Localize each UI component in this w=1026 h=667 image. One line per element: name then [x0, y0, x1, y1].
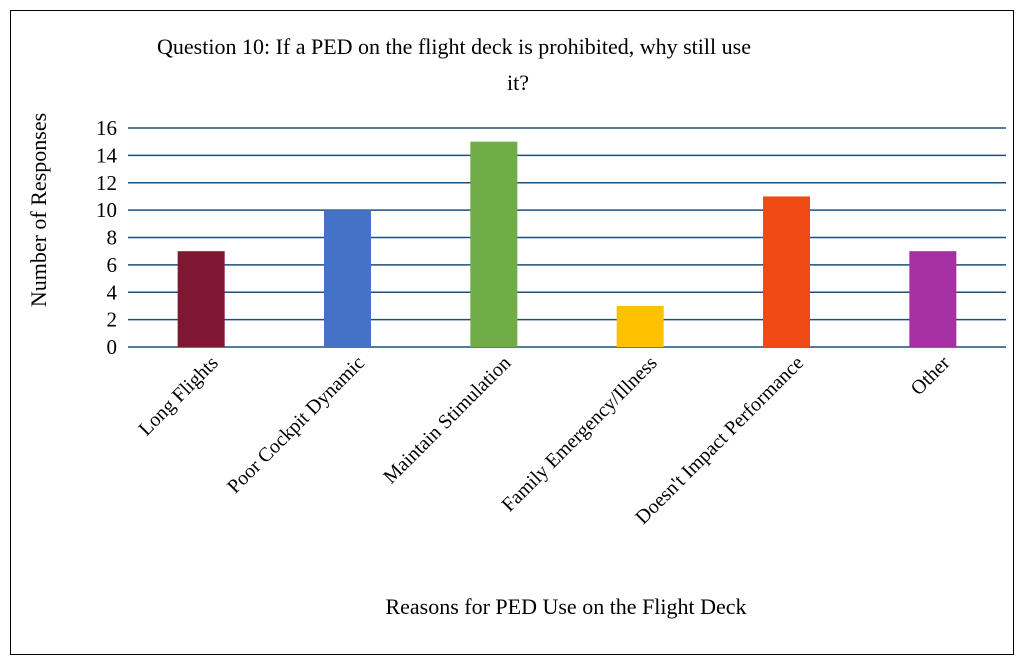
y-tick-label: 6 — [107, 253, 118, 277]
y-tick-label: 4 — [107, 280, 118, 304]
y-tick-label: 12 — [96, 171, 117, 195]
x-tick-label: Maintain Stimulation — [379, 352, 515, 488]
y-tick-labels: 0 2 4 6 8 10 12 14 16 — [96, 116, 118, 359]
x-tick-label: Poor Cockpit Dynamic — [223, 352, 369, 498]
bar-other — [909, 251, 957, 347]
gridlines — [128, 127, 1006, 348]
chart-title-line-2: it? — [507, 70, 529, 95]
x-tick-label: Family Emergency/Illness — [498, 352, 662, 516]
bar-poor-cockpit-dynamic — [324, 210, 371, 347]
x-tick-label: Long Flights — [134, 352, 222, 440]
x-tick-label: Other — [907, 352, 955, 400]
y-tick-label: 2 — [107, 308, 118, 332]
y-tick-label: 10 — [96, 198, 117, 222]
x-tick-labels: Long Flights Poor Cockpit Dynamic Maintain… — [134, 352, 954, 529]
x-tick-label: Doesn't Impact Performance — [631, 352, 808, 529]
y-tick-label: 0 — [107, 335, 118, 359]
y-tick-label: 16 — [96, 116, 117, 140]
bars — [177, 141, 957, 347]
y-axis-label: Number of Responses — [26, 113, 51, 307]
y-tick-label: 8 — [107, 226, 118, 250]
chart-title-line-1: Question 10: If a PED on the flight deck… — [157, 34, 751, 59]
bar-family-emergency-illness — [616, 305, 664, 347]
x-axis-label: Reasons for PED Use on the Flight Deck — [385, 594, 746, 619]
bar-long-flights — [177, 251, 225, 347]
bar-maintain-stimulation — [470, 141, 518, 347]
bar-doesn-t-impact-performance — [763, 196, 810, 347]
chart-title: Question 10: If a PED on the flight deck… — [157, 34, 751, 95]
y-tick-label: 14 — [96, 143, 118, 167]
